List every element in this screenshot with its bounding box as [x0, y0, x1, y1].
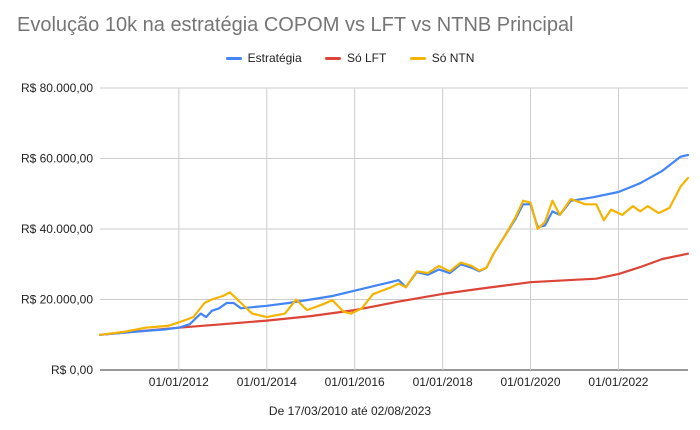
x-tick-label: 01/01/2018 [413, 375, 473, 389]
legend-swatch-estrategia [225, 57, 242, 61]
x-tick-label: 01/01/2014 [237, 375, 297, 389]
series-line-estrategia [98, 153, 690, 336]
series-line-so-ntn [98, 176, 690, 336]
series-line-so-lft [98, 252, 690, 336]
y-tick-label: R$ 0,00 [51, 363, 93, 377]
legend-swatch-so-ntn [409, 57, 426, 61]
legend-label-estrategia: Estratégia [247, 51, 302, 65]
y-tick-label: R$ 40.000,00 [21, 222, 93, 236]
x-tick-label: 01/01/2020 [500, 375, 560, 389]
x-tick-label: 01/01/2022 [588, 375, 648, 389]
legend-label-so-ntn: Só NTN [431, 51, 475, 65]
legend-item-so-lft[interactable]: Só LFT [324, 51, 387, 65]
chart-title: Evolução 10k na estratégia COPOM vs LFT … [17, 14, 574, 36]
y-tick-label: R$ 80.000,00 [21, 81, 93, 95]
legend-item-so-ntn[interactable]: Só NTN [409, 51, 475, 65]
legend-item-estrategia[interactable]: Estratégia [225, 51, 302, 65]
chart-legend: Estratégia Só LFT Só NTN [0, 51, 700, 65]
legend-swatch-so-lft [324, 57, 341, 61]
y-tick-label: R$ 20.000,00 [21, 293, 93, 307]
x-tick-label: 01/01/2012 [149, 375, 209, 389]
legend-label-so-lft: Só LFT [346, 51, 387, 65]
x-tick-label: 01/01/2016 [325, 375, 385, 389]
y-tick-label: R$ 60.000,00 [21, 152, 93, 166]
x-axis-label: De 17/03/2010 até 02/08/2023 [268, 404, 432, 418]
